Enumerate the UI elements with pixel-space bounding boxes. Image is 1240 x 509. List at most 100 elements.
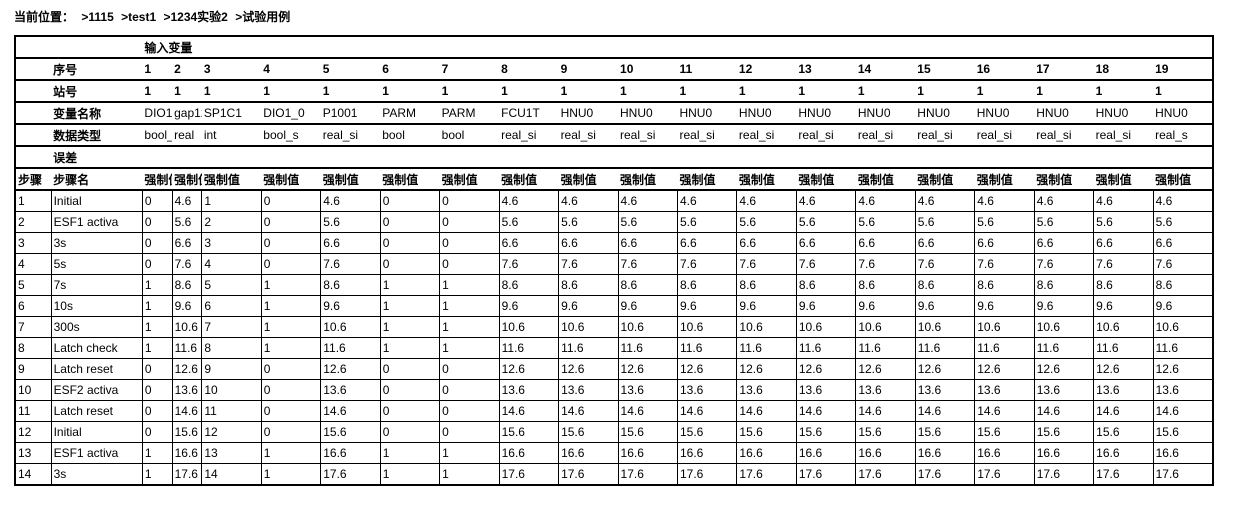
value-cell[interactable]: 0	[380, 380, 439, 401]
value-cell[interactable]: 17.6	[796, 464, 855, 486]
value-cell[interactable]: 9.6	[1034, 296, 1093, 317]
value-cell[interactable]: 5.6	[559, 212, 618, 233]
value-cell[interactable]: 7	[202, 317, 261, 338]
value-cell[interactable]: 0	[380, 254, 439, 275]
value-cell[interactable]: 1	[380, 464, 439, 486]
value-cell[interactable]: 1	[440, 317, 499, 338]
table-row[interactable]: 1Initial04.6104.6004.64.64.64.64.64.64.6…	[15, 190, 1213, 212]
value-cell[interactable]: 13.6	[975, 380, 1034, 401]
value-cell[interactable]: 6.6	[856, 233, 915, 254]
value-cell[interactable]: 11.6	[172, 338, 202, 359]
value-cell[interactable]: 0	[261, 212, 320, 233]
value-cell[interactable]: 10.6	[975, 317, 1034, 338]
value-cell[interactable]: 9.6	[1094, 296, 1153, 317]
value-cell[interactable]: 9	[202, 359, 261, 380]
value-cell[interactable]: 7.6	[321, 254, 380, 275]
value-cell[interactable]: 9.6	[321, 296, 380, 317]
value-cell[interactable]: 1	[380, 338, 439, 359]
value-cell[interactable]: 16.6	[737, 443, 796, 464]
value-cell[interactable]: 11.6	[1153, 338, 1213, 359]
value-cell[interactable]: 13.6	[172, 380, 202, 401]
value-cell[interactable]: 9.6	[737, 296, 796, 317]
value-cell[interactable]: 14.6	[737, 401, 796, 422]
value-cell[interactable]: 8.6	[856, 275, 915, 296]
value-cell[interactable]: 12.6	[796, 359, 855, 380]
value-cell[interactable]: 4.6	[321, 190, 380, 212]
value-cell[interactable]: 5.6	[915, 212, 974, 233]
value-cell[interactable]: 11.6	[856, 338, 915, 359]
value-cell[interactable]: 10.6	[915, 317, 974, 338]
value-cell[interactable]: 17.6	[737, 464, 796, 486]
value-cell[interactable]: 7.6	[975, 254, 1034, 275]
value-cell[interactable]: 5.6	[499, 212, 558, 233]
value-cell[interactable]: 8.6	[321, 275, 380, 296]
value-cell[interactable]: 15.6	[499, 422, 558, 443]
value-cell[interactable]: 7.6	[499, 254, 558, 275]
value-cell[interactable]: 17.6	[321, 464, 380, 486]
value-cell[interactable]: 1	[380, 296, 439, 317]
value-cell[interactable]: 0	[142, 190, 172, 212]
value-cell[interactable]: 1	[142, 464, 172, 486]
value-cell[interactable]: 14.6	[172, 401, 202, 422]
value-cell[interactable]: 17.6	[499, 464, 558, 486]
value-cell[interactable]: 6.6	[172, 233, 202, 254]
value-cell[interactable]: 0	[261, 422, 320, 443]
value-cell[interactable]: 10.6	[618, 317, 677, 338]
value-cell[interactable]: 6.6	[737, 233, 796, 254]
value-cell[interactable]: 0	[380, 233, 439, 254]
breadcrumb-item[interactable]: >试验用例	[235, 10, 290, 24]
value-cell[interactable]: 14.6	[677, 401, 736, 422]
value-cell[interactable]: 4.6	[1153, 190, 1213, 212]
value-cell[interactable]: 1	[142, 443, 172, 464]
value-cell[interactable]: 0	[261, 380, 320, 401]
value-cell[interactable]: 15.6	[677, 422, 736, 443]
value-cell[interactable]: 0	[261, 401, 320, 422]
value-cell[interactable]: 12.6	[321, 359, 380, 380]
value-cell[interactable]: 15.6	[1153, 422, 1213, 443]
value-cell[interactable]: 15.6	[1034, 422, 1093, 443]
value-cell[interactable]: 10.6	[559, 317, 618, 338]
table-row[interactable]: 11Latch reset014.611014.60014.614.614.61…	[15, 401, 1213, 422]
value-cell[interactable]: 0	[261, 359, 320, 380]
value-cell[interactable]: 5.6	[1094, 212, 1153, 233]
value-cell[interactable]: 9.6	[677, 296, 736, 317]
value-cell[interactable]: 11.6	[975, 338, 1034, 359]
value-cell[interactable]: 0	[440, 190, 499, 212]
value-cell[interactable]: 6.6	[499, 233, 558, 254]
value-cell[interactable]: 8.6	[499, 275, 558, 296]
table-row[interactable]: 12Initial015.612015.60015.615.615.615.61…	[15, 422, 1213, 443]
value-cell[interactable]: 8.6	[1034, 275, 1093, 296]
value-cell[interactable]: 15.6	[618, 422, 677, 443]
value-cell[interactable]: 4.6	[856, 190, 915, 212]
value-cell[interactable]: 10.6	[172, 317, 202, 338]
value-cell[interactable]: 10.6	[677, 317, 736, 338]
value-cell[interactable]: 0	[261, 190, 320, 212]
value-cell[interactable]: 10.6	[321, 317, 380, 338]
value-cell[interactable]: 7.6	[1094, 254, 1153, 275]
value-cell[interactable]: 0	[440, 254, 499, 275]
value-cell[interactable]: 7.6	[1034, 254, 1093, 275]
value-cell[interactable]: 1	[142, 296, 172, 317]
value-cell[interactable]: 9.6	[172, 296, 202, 317]
value-cell[interactable]: 4.6	[499, 190, 558, 212]
table-row[interactable]: 8Latch check111.68111.61111.611.611.611.…	[15, 338, 1213, 359]
table-row[interactable]: 45s07.6407.6007.67.67.67.67.67.67.67.67.…	[15, 254, 1213, 275]
value-cell[interactable]: 4.6	[172, 190, 202, 212]
value-cell[interactable]: 11.6	[559, 338, 618, 359]
value-cell[interactable]: 16.6	[677, 443, 736, 464]
value-cell[interactable]: 12.6	[677, 359, 736, 380]
value-cell[interactable]: 0	[440, 422, 499, 443]
value-cell[interactable]: 14.6	[796, 401, 855, 422]
value-cell[interactable]: 6.6	[559, 233, 618, 254]
value-cell[interactable]: 17.6	[915, 464, 974, 486]
value-cell[interactable]: 1	[142, 275, 172, 296]
value-cell[interactable]: 17.6	[677, 464, 736, 486]
value-cell[interactable]: 14.6	[1153, 401, 1213, 422]
table-row[interactable]: 7300s110.67110.61110.610.610.610.610.610…	[15, 317, 1213, 338]
value-cell[interactable]: 11.6	[677, 338, 736, 359]
value-cell[interactable]: 14.6	[499, 401, 558, 422]
value-cell[interactable]: 7.6	[559, 254, 618, 275]
value-cell[interactable]: 0	[261, 254, 320, 275]
value-cell[interactable]: 15.6	[915, 422, 974, 443]
value-cell[interactable]: 13.6	[1153, 380, 1213, 401]
